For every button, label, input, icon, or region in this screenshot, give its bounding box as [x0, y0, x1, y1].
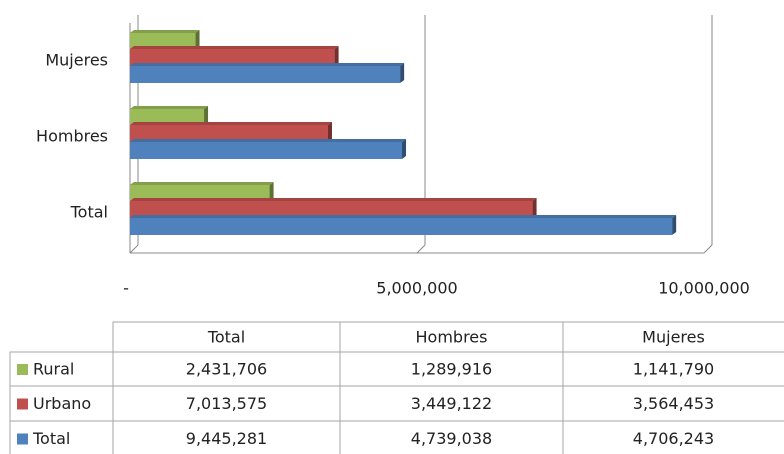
legend-label: Total [32, 429, 70, 448]
bar-top [130, 215, 677, 218]
table-value: 9,445,281 [186, 429, 267, 448]
table-header: Total [207, 328, 245, 347]
x-tick-label: - [123, 279, 129, 298]
bar-side [334, 46, 339, 66]
y-tick-label: Hombres [36, 127, 108, 146]
table-value: 3,449,122 [411, 394, 492, 413]
bar-side [402, 139, 407, 159]
bar-side [195, 30, 200, 50]
bar [130, 33, 196, 50]
legend-swatch [17, 433, 28, 445]
bar [130, 142, 403, 159]
bar-top [130, 182, 274, 185]
table-value: 1,289,916 [411, 360, 492, 379]
table-header: Hombres [416, 328, 488, 347]
grid-line [703, 244, 713, 254]
table-value: 2,431,706 [186, 360, 267, 379]
x-tick-label: 10,000,000 [658, 279, 750, 298]
table-value: 3,564,453 [633, 394, 714, 413]
grid-line [129, 244, 139, 254]
table-header: Mujeres [642, 328, 705, 347]
bar-side [269, 182, 274, 202]
y-tick-label: Total [70, 203, 108, 222]
bar-top [130, 46, 339, 49]
bar [130, 66, 401, 83]
bar-side [204, 106, 209, 126]
grid-line [416, 244, 426, 254]
bar-side [672, 215, 677, 235]
legend-label: Urbano [33, 394, 91, 413]
bar-top [130, 198, 537, 201]
x-tick-label: 5,000,000 [376, 279, 457, 298]
legend-swatch [17, 364, 28, 375]
table-value: 7,013,575 [186, 394, 267, 413]
legend-label: Rural [33, 360, 74, 379]
bar-side [532, 198, 537, 218]
bar [130, 49, 335, 66]
bar-side [327, 122, 332, 142]
bar-top [130, 139, 407, 142]
legend-swatch [17, 398, 28, 410]
bar [130, 185, 270, 202]
bar [130, 125, 328, 142]
bar-top [130, 63, 405, 66]
table-value: 1,141,790 [633, 360, 714, 379]
bar-side [400, 63, 405, 83]
bar [130, 109, 205, 126]
bar-top [130, 122, 332, 125]
bar [130, 218, 673, 235]
bar [130, 201, 533, 218]
bar-top [130, 106, 209, 109]
table-value: 4,739,038 [411, 429, 492, 448]
y-tick-label: Mujeres [45, 51, 108, 70]
bar-top [130, 30, 200, 33]
table-cell [562, 420, 784, 454]
table-value: 4,706,243 [633, 429, 714, 448]
